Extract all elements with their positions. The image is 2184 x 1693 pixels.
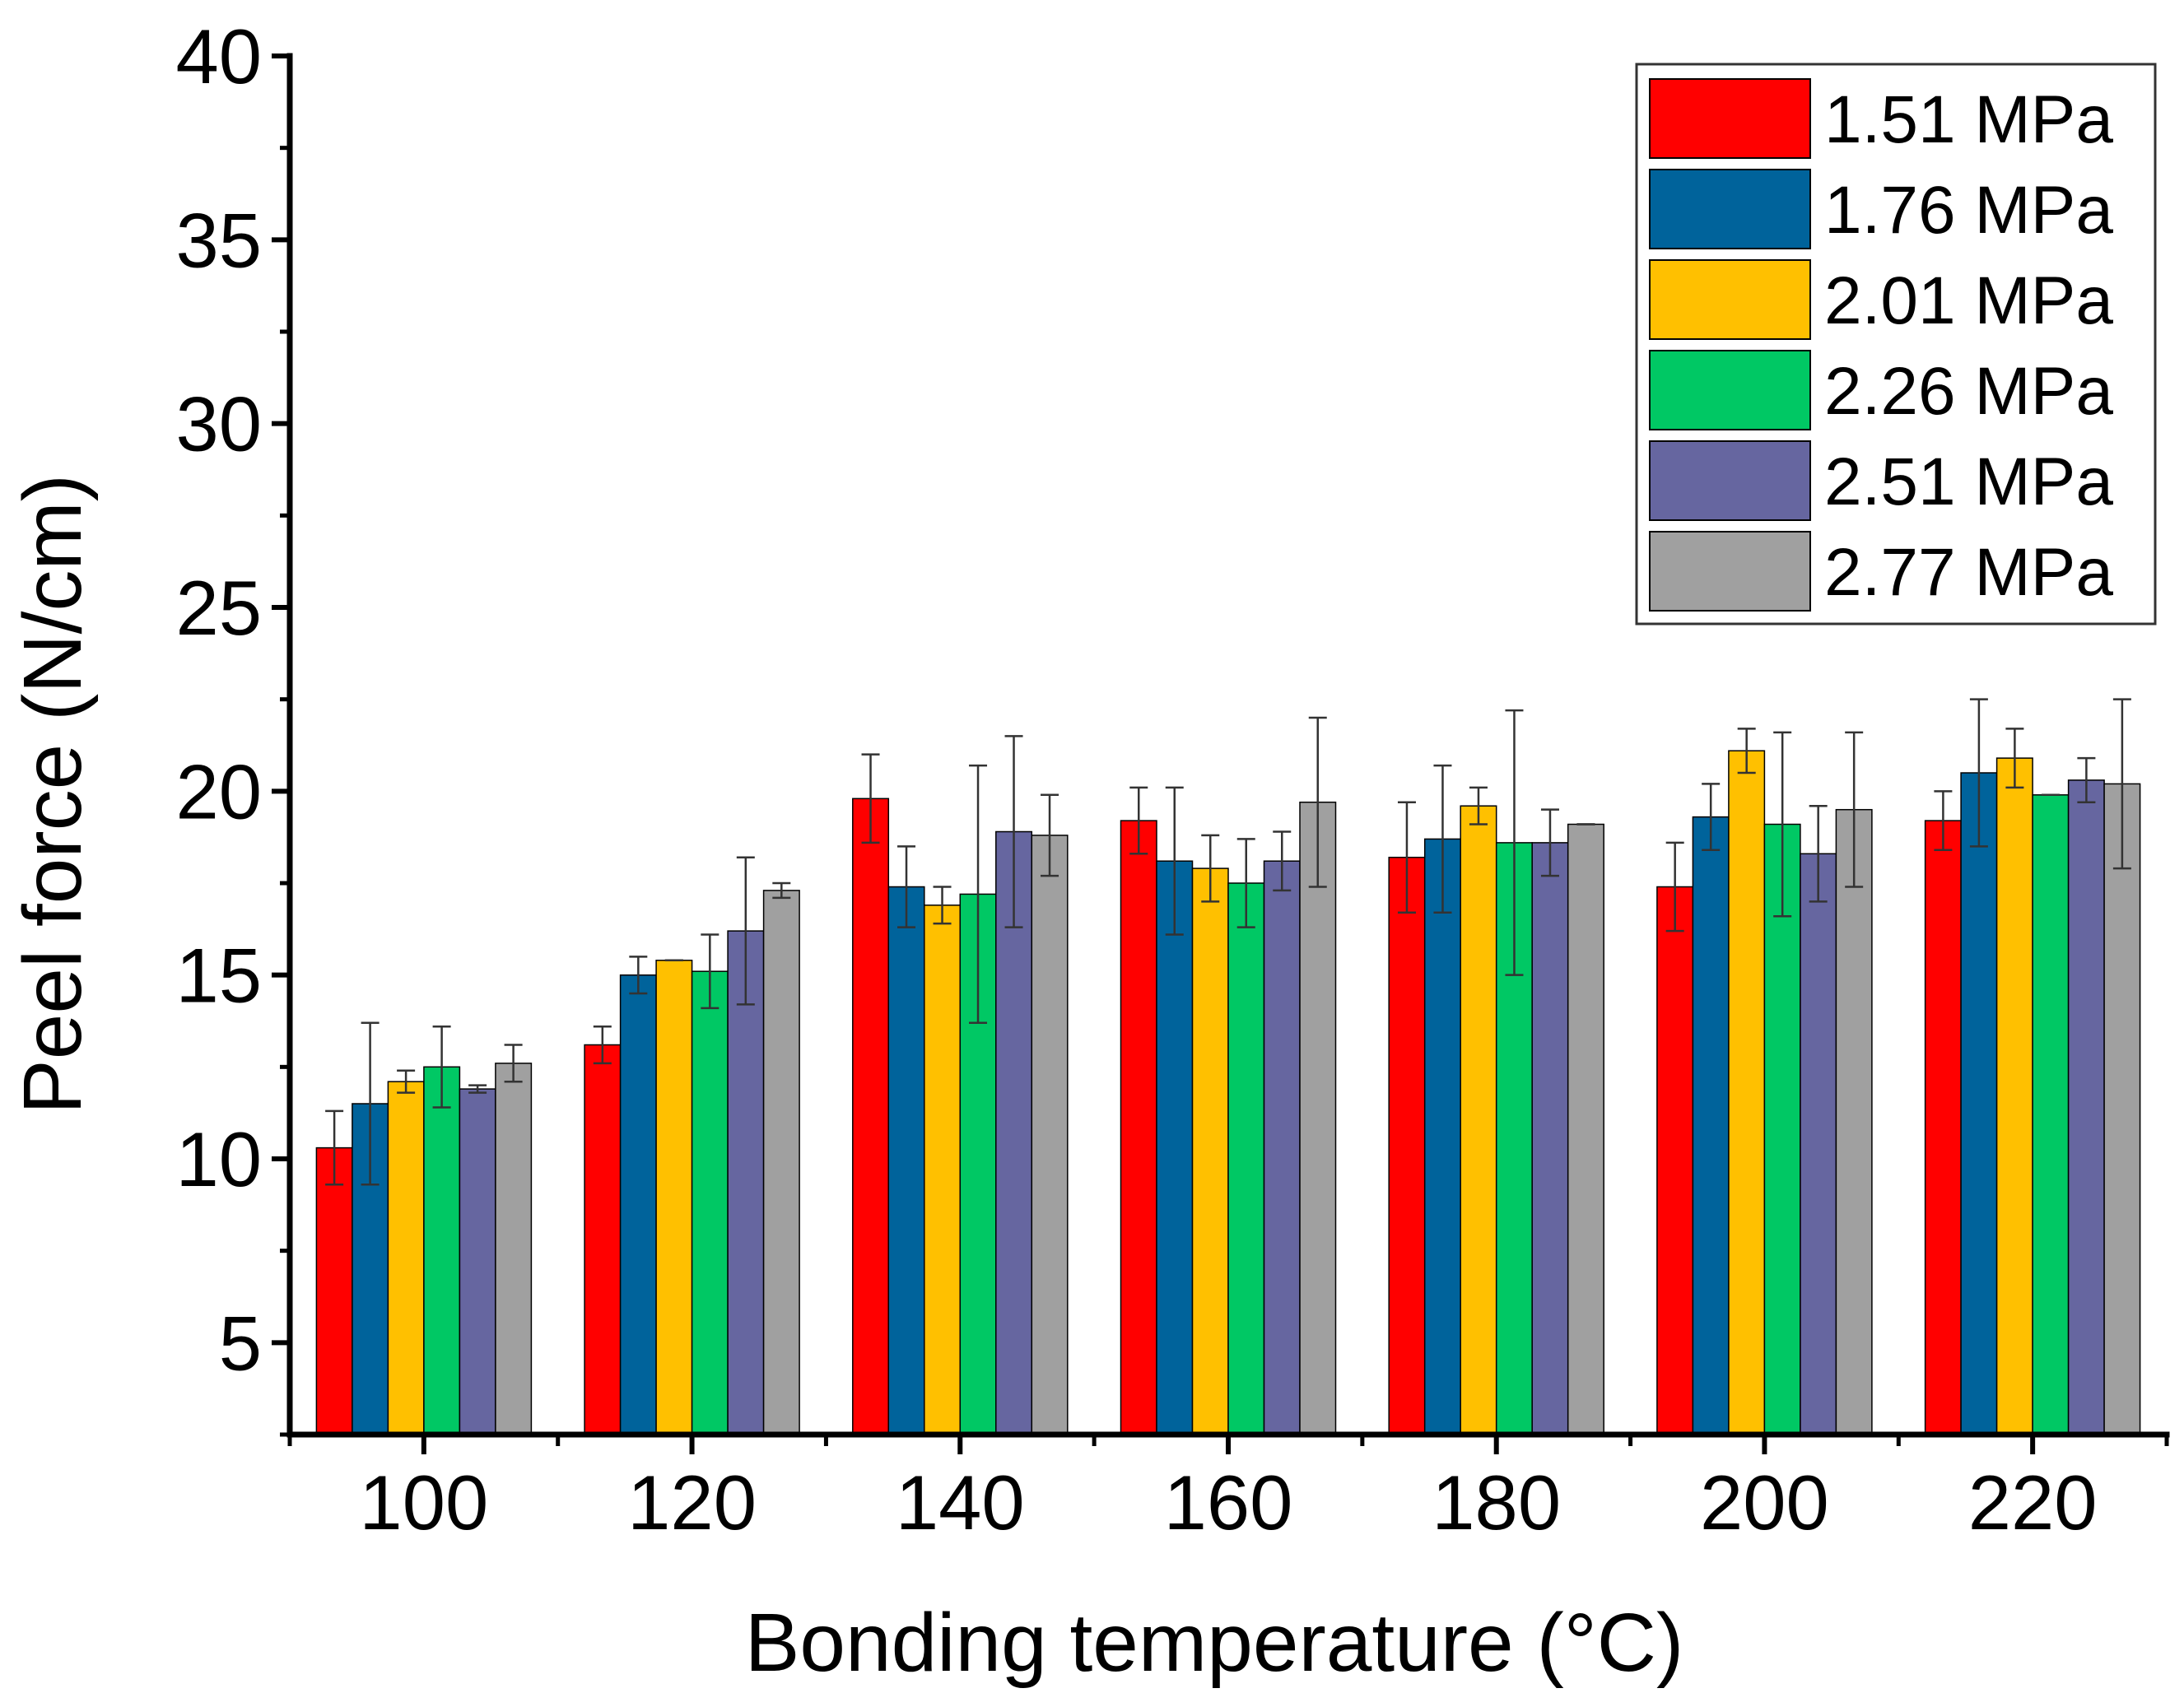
bar-151MPa-140 — [852, 798, 890, 1435]
bar-176MPa-220 — [1960, 772, 1998, 1435]
bar-201MPa-120 — [655, 960, 693, 1435]
bar-277MPa-160 — [1299, 801, 1337, 1435]
legend-label: 2.01 MPa — [1824, 263, 2113, 338]
bar-226MPa-220 — [2032, 794, 2070, 1435]
x-tick-label: 120 — [627, 1459, 757, 1546]
bar-151MPa-200 — [1656, 886, 1694, 1435]
bar-251MPa-200 — [1800, 853, 1837, 1435]
bar-277MPa-100 — [495, 1063, 533, 1435]
y-tick-label: 5 — [219, 1300, 262, 1386]
bar-277MPa-200 — [1835, 808, 1873, 1435]
bar-176MPa-160 — [1156, 860, 1194, 1435]
legend-swatch — [1649, 440, 1811, 521]
y-tick-label: 25 — [175, 565, 262, 651]
legend-label: 1.51 MPa — [1824, 82, 2113, 157]
bar-251MPa-220 — [2067, 779, 2105, 1435]
x-axis-title: Bonding temperature (°C) — [745, 1597, 1684, 1689]
legend-label: 1.76 MPa — [1824, 173, 2113, 248]
bar-277MPa-120 — [762, 890, 800, 1435]
legend-swatch — [1649, 169, 1811, 249]
bar-201MPa-180 — [1460, 805, 1497, 1435]
bar-226MPa-160 — [1227, 882, 1265, 1435]
bar-176MPa-120 — [619, 974, 657, 1435]
x-tick-label: 200 — [1700, 1459, 1829, 1546]
bar-176MPa-200 — [1692, 816, 1730, 1435]
y-tick-label: 40 — [175, 13, 262, 100]
bar-176MPa-180 — [1423, 838, 1461, 1435]
x-tick-label: 220 — [1968, 1459, 2098, 1546]
legend-swatch — [1649, 531, 1811, 612]
bar-251MPa-180 — [1531, 842, 1569, 1435]
bar-201MPa-220 — [1995, 757, 2033, 1435]
x-tick-label: 140 — [896, 1459, 1025, 1546]
legend: 1.51 MPa 1.76 MPa 2.01 MPa 2.26 MPa 2.51 MPa… — [1635, 63, 2157, 626]
bar-277MPa-140 — [1031, 835, 1069, 1435]
legend-label: 2.51 MPa — [1824, 444, 2113, 519]
bar-151MPa-160 — [1120, 820, 1157, 1435]
bar-226MPa-100 — [423, 1066, 461, 1435]
legend-swatch — [1649, 78, 1811, 159]
legend-box — [1635, 63, 2157, 626]
y-tick-label: 30 — [175, 381, 262, 467]
y-tick-label: 35 — [175, 197, 262, 283]
bar-201MPa-200 — [1728, 750, 1766, 1435]
legend-swatch — [1649, 350, 1811, 430]
bars-layer — [315, 750, 2141, 1435]
legend-label: 2.77 MPa — [1824, 535, 2113, 610]
error-bars-layer — [325, 698, 2131, 1186]
y-tick-label: 15 — [175, 933, 262, 1019]
x-tick-label: 180 — [1432, 1459, 1561, 1546]
bar-201MPa-160 — [1191, 867, 1229, 1435]
y-axis-title: Peel force (N/cm) — [7, 474, 99, 1114]
bar-251MPa-160 — [1263, 860, 1301, 1435]
bar-151MPa-180 — [1388, 856, 1426, 1435]
y-tick-label: 10 — [175, 1116, 262, 1202]
bar-151MPa-100 — [315, 1146, 353, 1435]
bar-277MPa-180 — [1567, 823, 1604, 1435]
bar-226MPa-120 — [691, 970, 729, 1435]
ticks-layer: 5 10 15 20 25 30 35 40 100 120 140 160 180 200 220 — [175, 13, 2169, 1546]
x-tick-label: 100 — [359, 1459, 488, 1546]
bar-201MPa-100 — [387, 1081, 425, 1435]
bar-251MPa-120 — [727, 930, 765, 1435]
bar-201MPa-140 — [924, 905, 962, 1435]
bar-151MPa-220 — [1924, 820, 1962, 1435]
y-tick-label: 20 — [175, 748, 262, 835]
x-tick-label: 160 — [1164, 1459, 1293, 1546]
legend-label: 2.26 MPa — [1824, 354, 2113, 429]
bar-251MPa-100 — [459, 1088, 496, 1435]
bar-176MPa-140 — [887, 886, 925, 1435]
legend-swatch — [1649, 259, 1811, 340]
bar-277MPa-220 — [2103, 783, 2141, 1435]
bar-151MPa-120 — [584, 1044, 622, 1435]
